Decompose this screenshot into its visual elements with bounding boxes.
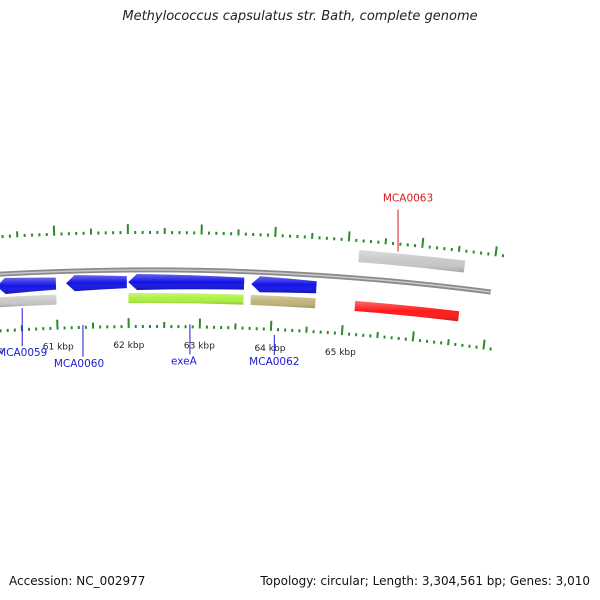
kbp-label-1: 60 kbp [0, 346, 4, 356]
inner-tick-80 [376, 331, 379, 339]
accession-label: Accession: NC_002977 [9, 574, 146, 588]
gene-shade-MCA0063 [358, 250, 466, 273]
outer-tick-95 [494, 246, 498, 257]
gene-shade-MCA0059 [0, 277, 57, 294]
kbp-label-4: 63 kbp [184, 341, 215, 351]
gene-shade-MCA0062-f [250, 294, 316, 309]
gene-shade-exeA [128, 274, 245, 291]
map-title: Methylococcus capsulatus str. Bath, comp… [122, 9, 478, 24]
gene-label-exeA[interactable]: exeA [171, 355, 198, 367]
kbp-label-6: 65 kbp [325, 348, 356, 358]
kbp-label-5: 64 kbp [254, 344, 285, 354]
inner-tick-90 [447, 339, 450, 346]
gene-shade-exeA-f [128, 293, 244, 305]
kbp-label-2: 61 kbp [43, 343, 74, 353]
outer-tick-ring [1, 224, 505, 258]
outer-tick-75 [347, 231, 351, 242]
inner-tick-95 [482, 339, 486, 350]
outer-tick-80 [384, 238, 388, 245]
gene-shade-MCA0063-f [354, 301, 460, 322]
gene-features [0, 250, 466, 322]
inner-tick-75 [340, 325, 344, 336]
outer-tick-85 [421, 237, 425, 248]
genome-stats-label: Topology: circular; Length: 3,304,561 bp… [260, 574, 590, 588]
gene-shade-MCA0062 [251, 276, 317, 294]
inner-tick-ring [0, 318, 492, 351]
gene-labels: trxA-1MCA0058MCA0059MCA0060exeAMCA0062MC… [0, 193, 433, 370]
gene-label-MCA0063[interactable]: MCA0063 [383, 193, 433, 205]
gene-shade-MCA0059-f [0, 294, 57, 308]
outer-tick-90 [457, 245, 461, 252]
inner-tick-85 [411, 331, 415, 342]
backbone-highlight [0, 269, 491, 293]
genome-backbone [0, 267, 492, 295]
gene-label-MCA0059[interactable]: MCA0059 [0, 347, 47, 359]
gene-label-MCA0062[interactable]: MCA0062 [249, 356, 299, 368]
kbp-label-3: 62 kbp [113, 341, 144, 351]
gene-label-MCA0060[interactable]: MCA0060 [54, 358, 104, 370]
gene-shade-MCA0060 [66, 275, 127, 292]
